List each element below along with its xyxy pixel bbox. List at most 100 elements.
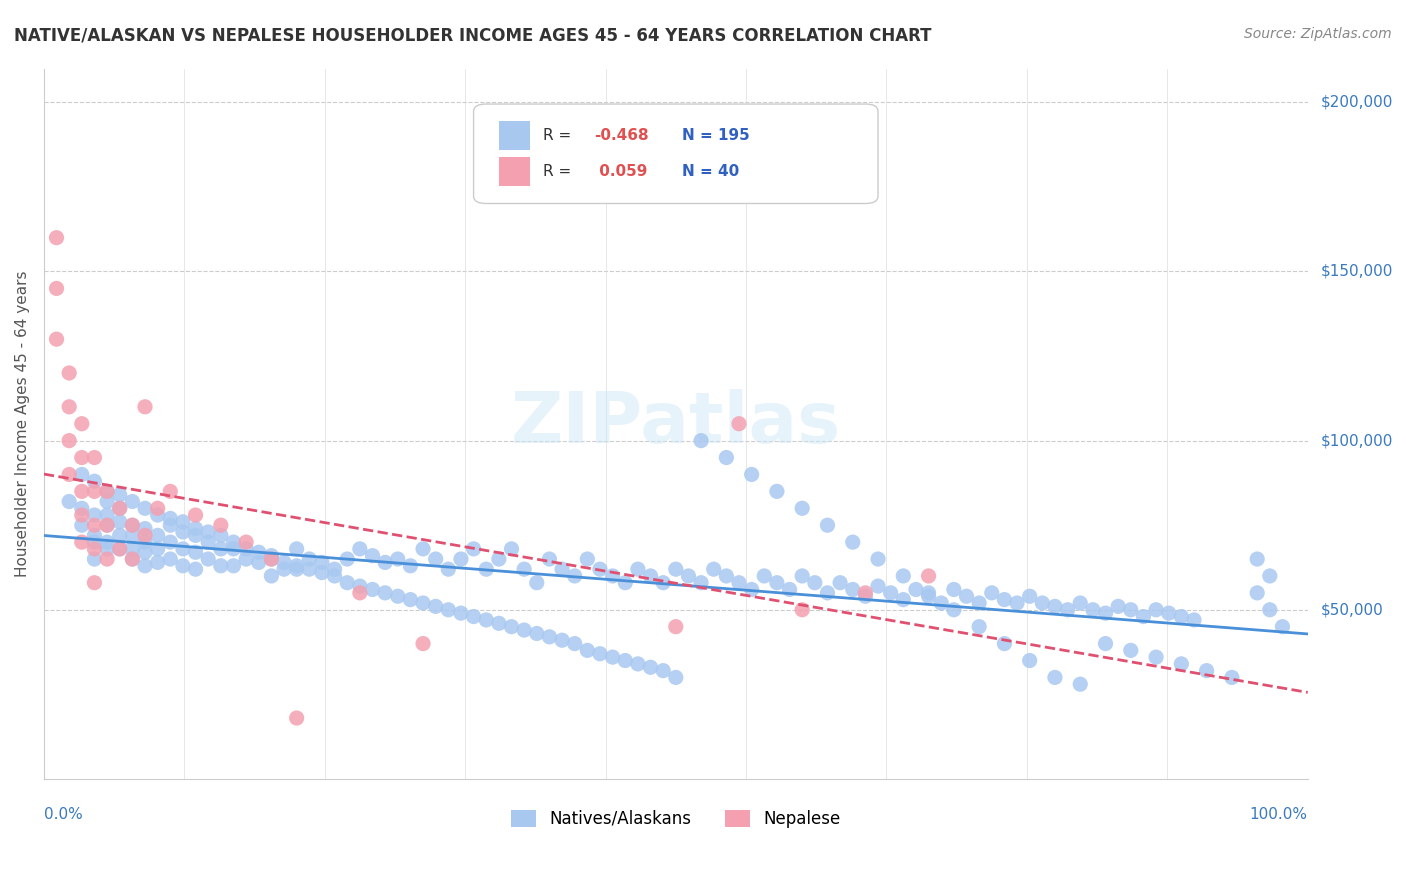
Point (121, 541, 143, 556)
Text: R =: R = (543, 164, 571, 179)
Point (209, 518, 232, 533)
Point (273, 556, 295, 570)
Point (134, 522, 156, 536)
Point (311, 566, 333, 580)
Point (917, 589, 939, 603)
Point (589, 647, 612, 661)
Point (1056, 603, 1078, 617)
Point (866, 552, 889, 566)
Point (792, 603, 814, 617)
Point (323, 562, 346, 576)
Point (576, 643, 599, 657)
Point (146, 556, 169, 570)
Point (96, 518, 118, 533)
Point (70, 535, 93, 549)
Point (70, 417, 93, 431)
Text: $200,000: $200,000 (1320, 95, 1393, 110)
Point (83, 484, 105, 499)
Point (728, 575, 751, 590)
Point (602, 650, 624, 665)
Point (741, 582, 763, 597)
Point (399, 558, 422, 573)
Point (260, 552, 283, 566)
Point (792, 569, 814, 583)
Point (58, 467, 80, 482)
Point (716, 450, 738, 465)
Point (754, 569, 776, 583)
Point (260, 569, 283, 583)
Point (209, 528, 232, 542)
Point (967, 596, 990, 610)
Point (1170, 657, 1192, 671)
Point (1043, 599, 1066, 614)
Point (779, 582, 801, 597)
Point (121, 494, 143, 508)
Point (993, 637, 1015, 651)
Point (842, 535, 865, 549)
Point (526, 626, 548, 640)
Point (45, 281, 67, 295)
Point (349, 541, 371, 556)
Point (853, 589, 876, 603)
Point (58, 434, 80, 448)
Point (273, 562, 295, 576)
Point (830, 575, 852, 590)
Point (172, 541, 194, 556)
Text: -0.468: -0.468 (593, 128, 648, 143)
Point (83, 528, 105, 542)
Point (146, 528, 169, 542)
Point (1119, 643, 1142, 657)
Point (285, 562, 308, 576)
Point (209, 541, 232, 556)
Point (917, 586, 939, 600)
Point (197, 552, 219, 566)
Point (513, 562, 536, 576)
Point (83, 508, 105, 522)
Point (70, 450, 93, 465)
Point (665, 620, 688, 634)
Point (121, 552, 143, 566)
Point (1132, 609, 1154, 624)
Point (285, 711, 308, 725)
Point (450, 552, 472, 566)
Point (96, 541, 118, 556)
Point (146, 541, 169, 556)
Point (942, 603, 965, 617)
Point (197, 524, 219, 539)
Point (437, 562, 460, 576)
Point (134, 535, 156, 549)
Point (1195, 664, 1218, 678)
Point (58, 366, 80, 380)
Text: 0.059: 0.059 (593, 164, 647, 179)
Point (1069, 596, 1091, 610)
Point (412, 637, 434, 651)
Point (1107, 599, 1129, 614)
Point (70, 518, 93, 533)
Point (108, 541, 131, 556)
Point (891, 569, 914, 583)
Point (1119, 603, 1142, 617)
Point (260, 552, 283, 566)
Point (665, 562, 688, 576)
Point (678, 569, 700, 583)
Text: R =: R = (543, 128, 571, 143)
Point (172, 524, 194, 539)
Point (58, 400, 80, 414)
Point (526, 575, 548, 590)
Point (640, 569, 662, 583)
Point (96, 508, 118, 522)
Point (463, 609, 485, 624)
Point (1094, 606, 1116, 620)
Point (1246, 586, 1268, 600)
Point (817, 586, 839, 600)
Point (222, 541, 245, 556)
Point (45, 230, 67, 244)
Point (501, 620, 523, 634)
Point (1220, 670, 1243, 684)
Point (538, 630, 561, 644)
Point (652, 664, 675, 678)
Point (159, 535, 181, 549)
Point (222, 558, 245, 573)
Point (1005, 596, 1028, 610)
Point (501, 541, 523, 556)
